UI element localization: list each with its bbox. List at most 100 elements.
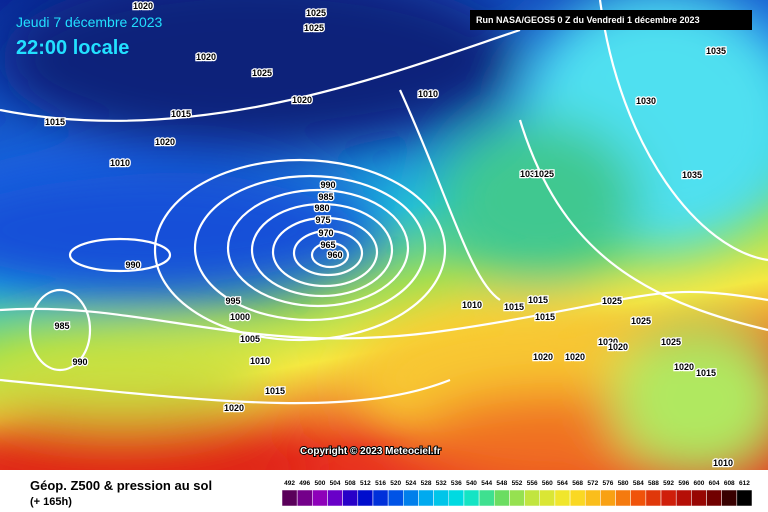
isobar-label: 1025 (602, 296, 622, 306)
scale-cell (706, 489, 722, 507)
scale-label: 600 (694, 480, 705, 487)
isobar-label: 1030 (520, 169, 540, 179)
isobar-label: 990 (72, 357, 87, 367)
footer-lead: (+ 165h) (30, 496, 72, 508)
scale-cell (630, 489, 647, 507)
scale-label: 524 (405, 480, 416, 487)
scale-cell (448, 489, 465, 507)
scale-label: 604 (709, 480, 720, 487)
scale-cell (524, 489, 540, 507)
isobar-label: 1020 (133, 1, 153, 11)
scale-cell (342, 489, 359, 507)
isobar-label: 1020 (565, 352, 585, 362)
scale-label: 556 (527, 480, 538, 487)
scale-label: 576 (603, 480, 614, 487)
isobar-label: 1020 (155, 137, 175, 147)
isobar-label: 1010 (418, 89, 438, 99)
isobar-label: 1020 (196, 52, 216, 62)
scale-cell (494, 489, 510, 507)
time: 22:00 locale (16, 37, 129, 59)
scale-label: 572 (587, 480, 598, 487)
scale-label: 504 (330, 480, 341, 487)
isobar-label: 1035 (682, 170, 702, 180)
scale-cell (569, 489, 586, 507)
scale-cell (600, 489, 616, 507)
isobar-label: 995 (225, 296, 240, 306)
scale-cell (281, 489, 298, 507)
isobar-label: 1020 (674, 362, 694, 372)
isobar-label: 1020 (598, 337, 618, 347)
isobar-label: 990 (125, 260, 140, 270)
scale-cell (554, 489, 571, 507)
scale-label: 532 (436, 480, 447, 487)
isobar-label: 965 (320, 240, 335, 250)
scale-cell (478, 489, 495, 507)
isobar-label: 985 (318, 192, 333, 202)
isobar-label: 1015 (45, 117, 65, 127)
isobar-label: 1025 (631, 316, 651, 326)
isobar-label: 1025 (252, 68, 272, 78)
isobar-label: 1025 (661, 337, 681, 347)
scale-cell (312, 489, 328, 507)
scale-cell (327, 489, 343, 507)
isobar-label: 1020 (608, 342, 628, 352)
isobar-label: 1015 (696, 368, 716, 378)
scale-cell (433, 489, 450, 507)
scale-label: 520 (390, 480, 401, 487)
scale-label: 584 (633, 480, 644, 487)
scale-cell (645, 489, 662, 507)
scale-cell (675, 489, 692, 507)
isobar-label: 1020 (292, 95, 312, 105)
isobar-label: 1030 (636, 96, 656, 106)
scale-cell (509, 489, 525, 507)
scale-cell (660, 489, 677, 507)
isobar-label: 1015 (265, 386, 285, 396)
scale-cell (387, 489, 404, 507)
scale-label: 492 (284, 480, 295, 487)
scale-label: 500 (314, 480, 325, 487)
isobar-label: 1020 (533, 352, 553, 362)
isobar-label: 1020 (224, 403, 244, 413)
scale-cell (357, 489, 374, 507)
isobar-label: 975 (315, 215, 330, 225)
scale-cell (296, 489, 313, 507)
date: Jeudi 7 décembre 2023 (16, 14, 163, 30)
isobar-labels: 1020102510251020102510201010101510151020… (44, 0, 735, 469)
scale-cell (372, 489, 389, 507)
scale-label: 528 (421, 480, 432, 487)
scale-label: 512 (360, 480, 371, 487)
isobar-label: 1010 (462, 300, 482, 310)
isobar-label: 990 (320, 180, 335, 190)
isobar-label: 1025 (306, 8, 326, 18)
scale-cell (403, 489, 419, 507)
isobar-label: 1015 (504, 302, 524, 312)
scale-label: 568 (572, 480, 583, 487)
scale-label: 588 (648, 480, 659, 487)
run-info: Run NASA/GEOS5 0 Z du Vendredi 1 décembr… (476, 15, 700, 25)
isobar-label: 1015 (535, 312, 555, 322)
isobar-label: 980 (314, 203, 329, 213)
scale-label: 544 (481, 480, 492, 487)
isobar-label: 1010 (110, 158, 130, 168)
scale-label: 508 (345, 480, 356, 487)
scale-cell (539, 489, 556, 507)
scale-label: 536 (451, 480, 462, 487)
scale-cell (721, 489, 738, 507)
scale-label: 552 (512, 480, 523, 487)
isobar-label: 1000 (230, 312, 250, 322)
isobar-label: 1035 (706, 46, 726, 56)
scale-label: 564 (557, 480, 568, 487)
isobar-label: 1005 (240, 334, 260, 344)
isobar-label: 960 (327, 250, 342, 260)
scale-label: 516 (375, 480, 386, 487)
isobar-label: 1015 (171, 109, 191, 119)
copyright: Copyright © 2023 Meteociel.fr (300, 446, 441, 457)
scale-cell (615, 489, 631, 507)
isobar-label: 970 (318, 228, 333, 238)
scale-label: 548 (496, 480, 507, 487)
scale-label: 592 (663, 480, 674, 487)
isobar-label: 1025 (534, 169, 554, 179)
scale-cell (691, 489, 707, 507)
